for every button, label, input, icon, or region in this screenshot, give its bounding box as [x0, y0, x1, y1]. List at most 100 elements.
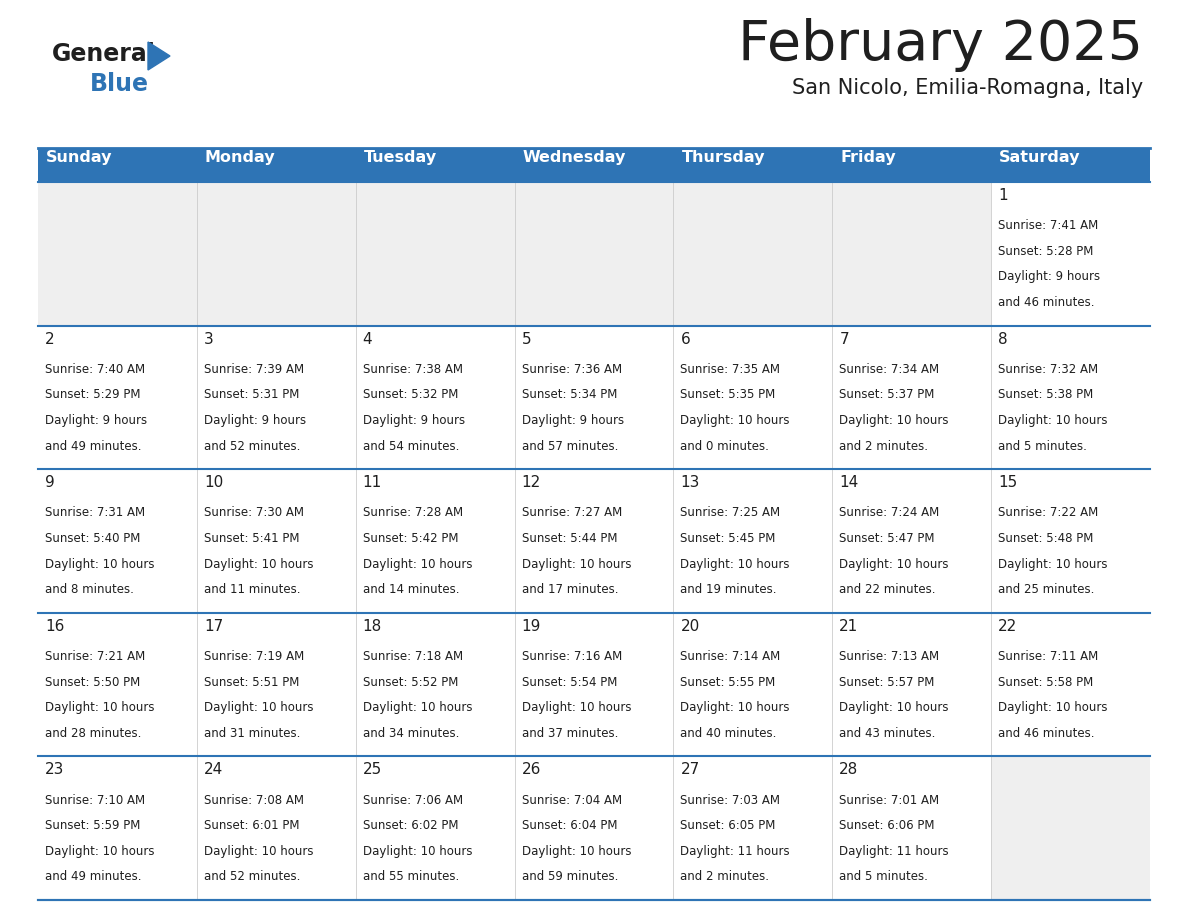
Text: Daylight: 10 hours: Daylight: 10 hours [839, 701, 949, 714]
Text: and 5 minutes.: and 5 minutes. [998, 440, 1087, 453]
Bar [355, 182, 514, 326]
Bar [833, 326, 991, 469]
Text: and 2 minutes.: and 2 minutes. [681, 870, 770, 883]
Text: Daylight: 10 hours: Daylight: 10 hours [522, 701, 631, 714]
Text: Sunset: 5:50 PM: Sunset: 5:50 PM [45, 676, 140, 688]
Text: 28: 28 [839, 763, 859, 778]
Text: and 25 minutes.: and 25 minutes. [998, 583, 1094, 596]
Text: 8: 8 [998, 331, 1007, 347]
Text: and 0 minutes.: and 0 minutes. [681, 440, 770, 453]
Text: February 2025: February 2025 [738, 18, 1143, 72]
Text: and 46 minutes.: and 46 minutes. [998, 727, 1094, 740]
Text: 17: 17 [204, 619, 223, 633]
Text: 12: 12 [522, 476, 541, 490]
Text: Sunset: 5:28 PM: Sunset: 5:28 PM [998, 245, 1093, 258]
Bar [197, 613, 355, 756]
Text: Daylight: 9 hours: Daylight: 9 hours [204, 414, 307, 427]
Text: Sunset: 5:58 PM: Sunset: 5:58 PM [998, 676, 1093, 688]
Text: 27: 27 [681, 763, 700, 778]
Text: Daylight: 10 hours: Daylight: 10 hours [45, 557, 154, 571]
Polygon shape [148, 42, 170, 70]
Text: 20: 20 [681, 619, 700, 633]
Text: and 19 minutes.: and 19 minutes. [681, 583, 777, 596]
Text: Sunrise: 7:41 AM: Sunrise: 7:41 AM [998, 219, 1099, 232]
Text: Daylight: 10 hours: Daylight: 10 hours [204, 845, 314, 857]
Bar [197, 469, 355, 613]
Bar [674, 326, 833, 469]
Text: Sunrise: 7:39 AM: Sunrise: 7:39 AM [204, 363, 304, 375]
Text: Sunrise: 7:24 AM: Sunrise: 7:24 AM [839, 507, 940, 520]
Text: Sunset: 6:06 PM: Sunset: 6:06 PM [839, 819, 935, 832]
Text: Daylight: 10 hours: Daylight: 10 hours [45, 701, 154, 714]
Text: Daylight: 10 hours: Daylight: 10 hours [681, 414, 790, 427]
Text: Sunset: 5:55 PM: Sunset: 5:55 PM [681, 676, 776, 688]
Text: 23: 23 [45, 763, 64, 778]
Text: Daylight: 11 hours: Daylight: 11 hours [681, 845, 790, 857]
Text: Daylight: 10 hours: Daylight: 10 hours [522, 557, 631, 571]
Text: Sunrise: 7:10 AM: Sunrise: 7:10 AM [45, 793, 145, 807]
Bar [991, 756, 1150, 900]
Text: Daylight: 9 hours: Daylight: 9 hours [45, 414, 147, 427]
Bar [833, 613, 991, 756]
Text: Daylight: 10 hours: Daylight: 10 hours [204, 557, 314, 571]
Text: 10: 10 [204, 476, 223, 490]
Text: Daylight: 10 hours: Daylight: 10 hours [362, 557, 472, 571]
Bar [38, 613, 197, 756]
Text: Daylight: 9 hours: Daylight: 9 hours [522, 414, 624, 427]
Text: Sunrise: 7:14 AM: Sunrise: 7:14 AM [681, 650, 781, 663]
Text: Sunset: 5:31 PM: Sunset: 5:31 PM [204, 388, 299, 401]
Bar [197, 148, 355, 182]
Text: Daylight: 9 hours: Daylight: 9 hours [998, 271, 1100, 284]
Text: Sunset: 5:44 PM: Sunset: 5:44 PM [522, 532, 617, 545]
Bar [991, 613, 1150, 756]
Text: Sunset: 5:45 PM: Sunset: 5:45 PM [681, 532, 776, 545]
Text: and 34 minutes.: and 34 minutes. [362, 727, 459, 740]
Bar [833, 148, 991, 182]
Text: Daylight: 10 hours: Daylight: 10 hours [522, 845, 631, 857]
Text: Daylight: 10 hours: Daylight: 10 hours [998, 557, 1107, 571]
Bar [833, 469, 991, 613]
Text: General: General [52, 42, 156, 66]
Text: Sunset: 6:05 PM: Sunset: 6:05 PM [681, 819, 776, 832]
Bar [833, 756, 991, 900]
Text: Sunrise: 7:34 AM: Sunrise: 7:34 AM [839, 363, 940, 375]
Text: Sunrise: 7:04 AM: Sunrise: 7:04 AM [522, 793, 621, 807]
Bar [514, 613, 674, 756]
Text: Sunrise: 7:16 AM: Sunrise: 7:16 AM [522, 650, 621, 663]
Text: and 5 minutes.: and 5 minutes. [839, 870, 928, 883]
Text: Sunrise: 7:35 AM: Sunrise: 7:35 AM [681, 363, 781, 375]
Text: and 31 minutes.: and 31 minutes. [204, 727, 301, 740]
Text: 16: 16 [45, 619, 64, 633]
Text: Sunrise: 7:30 AM: Sunrise: 7:30 AM [204, 507, 304, 520]
Text: and 28 minutes.: and 28 minutes. [45, 727, 141, 740]
Text: 14: 14 [839, 476, 859, 490]
Text: 4: 4 [362, 331, 372, 347]
Text: Daylight: 10 hours: Daylight: 10 hours [362, 845, 472, 857]
Text: Sunset: 6:01 PM: Sunset: 6:01 PM [204, 819, 299, 832]
Bar [514, 182, 674, 326]
Bar [514, 148, 674, 182]
Text: and 55 minutes.: and 55 minutes. [362, 870, 459, 883]
Text: 18: 18 [362, 619, 383, 633]
Text: Sunrise: 7:03 AM: Sunrise: 7:03 AM [681, 793, 781, 807]
Text: Daylight: 10 hours: Daylight: 10 hours [45, 845, 154, 857]
Text: Daylight: 10 hours: Daylight: 10 hours [839, 557, 949, 571]
Text: Sunset: 5:47 PM: Sunset: 5:47 PM [839, 532, 935, 545]
Text: 22: 22 [998, 619, 1017, 633]
Text: Sunrise: 7:08 AM: Sunrise: 7:08 AM [204, 793, 304, 807]
Text: Sunset: 5:48 PM: Sunset: 5:48 PM [998, 532, 1093, 545]
Text: Sunset: 5:35 PM: Sunset: 5:35 PM [681, 388, 776, 401]
Text: and 57 minutes.: and 57 minutes. [522, 440, 618, 453]
Text: Thursday: Thursday [682, 150, 765, 165]
Text: and 8 minutes.: and 8 minutes. [45, 583, 134, 596]
Text: Sunrise: 7:18 AM: Sunrise: 7:18 AM [362, 650, 463, 663]
Text: Sunset: 5:59 PM: Sunset: 5:59 PM [45, 819, 140, 832]
Text: Sunset: 5:52 PM: Sunset: 5:52 PM [362, 676, 459, 688]
Text: Wednesday: Wednesday [523, 150, 626, 165]
Text: and 2 minutes.: and 2 minutes. [839, 440, 928, 453]
Text: Saturday: Saturday [999, 150, 1081, 165]
Text: 2: 2 [45, 331, 55, 347]
Text: Sunset: 5:38 PM: Sunset: 5:38 PM [998, 388, 1093, 401]
Bar [197, 756, 355, 900]
Text: Sunset: 6:02 PM: Sunset: 6:02 PM [362, 819, 459, 832]
